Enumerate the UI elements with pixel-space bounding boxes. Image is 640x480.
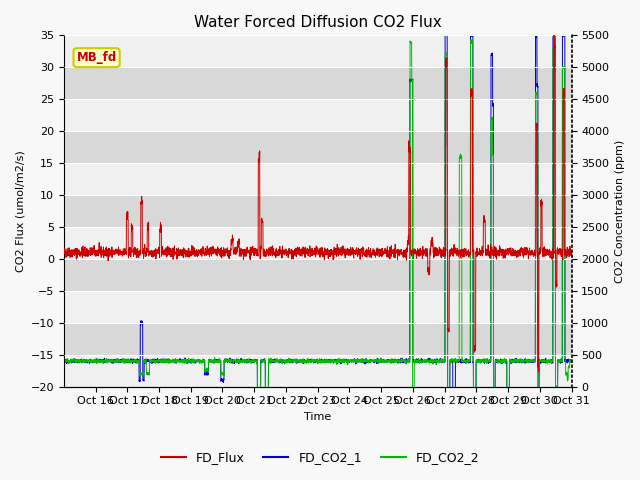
Bar bbox=[64, 291, 572, 323]
Bar bbox=[64, 131, 572, 163]
Bar bbox=[64, 323, 572, 355]
Bar bbox=[64, 195, 572, 227]
Bar bbox=[64, 99, 572, 131]
Bar bbox=[64, 67, 572, 99]
Bar bbox=[64, 227, 572, 259]
X-axis label: Time: Time bbox=[304, 412, 332, 422]
Title: Water Forced Diffusion CO2 Flux: Water Forced Diffusion CO2 Flux bbox=[194, 15, 442, 30]
Bar bbox=[64, 163, 572, 195]
Bar bbox=[64, 355, 572, 386]
Bar bbox=[64, 36, 572, 67]
Y-axis label: CO2 Concentration (ppm): CO2 Concentration (ppm) bbox=[615, 139, 625, 283]
Legend: FD_Flux, FD_CO2_1, FD_CO2_2: FD_Flux, FD_CO2_1, FD_CO2_2 bbox=[156, 446, 484, 469]
Bar bbox=[64, 259, 572, 291]
Text: MB_fd: MB_fd bbox=[76, 51, 116, 64]
Y-axis label: CO2 Flux (umol/m2/s): CO2 Flux (umol/m2/s) bbox=[15, 150, 25, 272]
